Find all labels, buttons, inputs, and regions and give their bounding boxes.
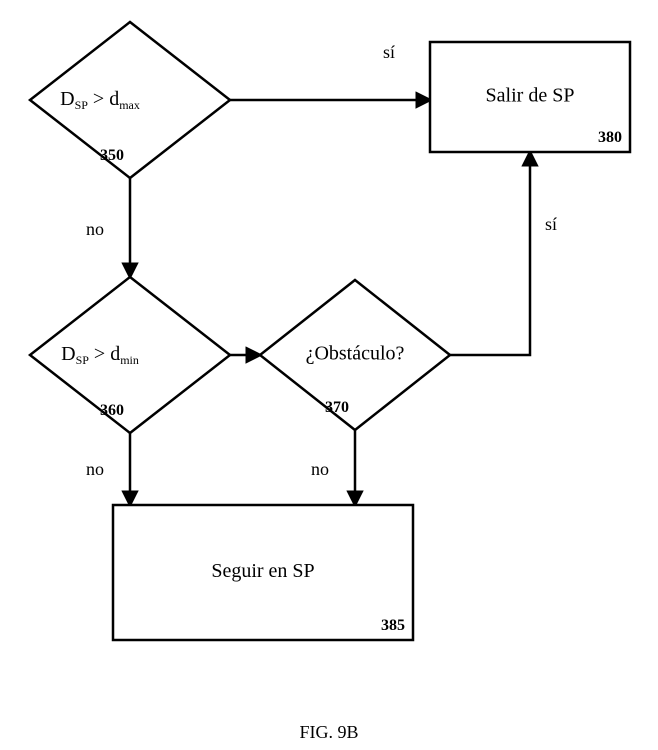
node-id-n385: 385: [381, 617, 405, 634]
nodes-layer: DSP > dmax350 DSP > dmin360 ¿Obstáculo? 370…: [30, 22, 630, 640]
node-n370: ¿Obstáculo? 370: [260, 280, 450, 430]
node-id-n360: 360: [100, 402, 124, 419]
edge-label-5: sí: [545, 214, 557, 234]
node-n385: Seguir en SP 385: [113, 505, 413, 640]
node-id-n380: 380: [598, 129, 622, 146]
node-label-n370: ¿Obstáculo?: [306, 343, 405, 365]
edge-n370-n380: [450, 152, 530, 355]
edge-label-0: sí: [383, 42, 395, 62]
figure-caption: FIG. 9B: [299, 722, 358, 742]
node-n350: DSP > dmax350: [30, 22, 230, 178]
node-label-n380: Salir de SP: [486, 85, 575, 107]
node-n380: Salir de SP 380: [430, 42, 630, 152]
node-label-n385: Seguir en SP: [211, 560, 314, 582]
node-n360: DSP > dmin360: [30, 277, 230, 433]
edge-label-1: no: [86, 219, 104, 239]
node-id-n350: 350: [100, 147, 124, 164]
edge-label-4: no: [311, 459, 329, 479]
node-id-n370: 370: [325, 399, 349, 416]
edge-label-3: no: [86, 459, 104, 479]
